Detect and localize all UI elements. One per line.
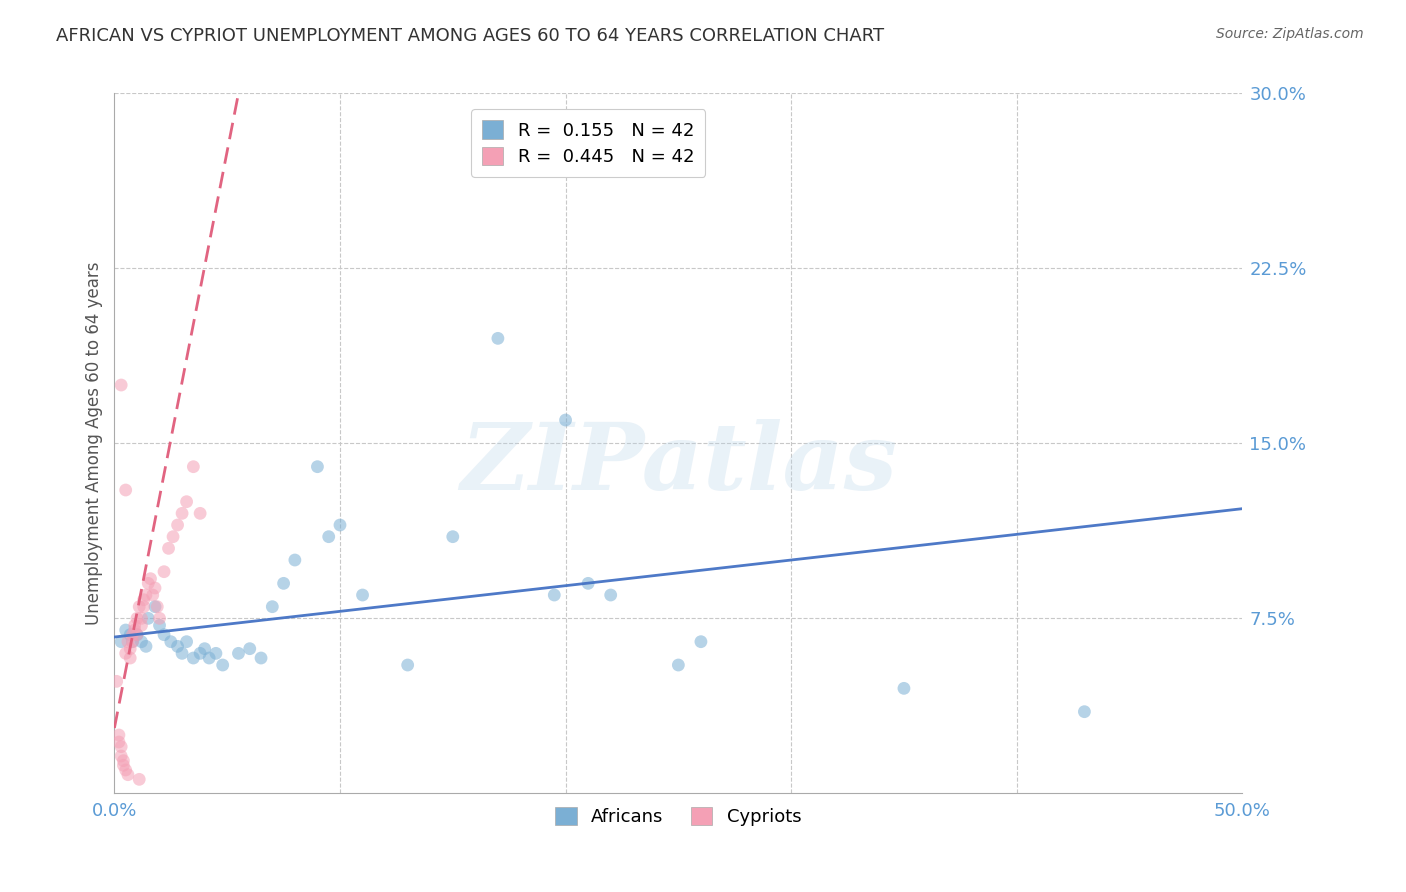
Point (110, 378, 132, 392)
Point (318, 530, 340, 544)
Point (576, 576, 599, 591)
Point (139, 572, 162, 586)
Point (543, 588, 565, 602)
Point (136, 576, 159, 591)
Point (166, 640, 188, 654)
Point (148, 611, 170, 625)
Point (114, 483, 136, 497)
Point (172, 646, 194, 660)
Point (396, 658, 419, 673)
Point (188, 646, 211, 660)
Point (131, 634, 153, 648)
Point (135, 588, 157, 602)
Point (157, 541, 180, 556)
Point (108, 728, 131, 742)
Point (108, 735, 131, 749)
Point (153, 565, 176, 579)
Point (117, 634, 139, 648)
Point (110, 739, 132, 754)
Point (131, 611, 153, 625)
Point (159, 634, 181, 648)
Point (176, 494, 198, 508)
Point (125, 611, 148, 625)
Point (166, 518, 188, 533)
Point (599, 588, 621, 602)
Point (148, 618, 170, 632)
Point (441, 530, 464, 544)
Point (125, 628, 148, 642)
Point (105, 674, 128, 689)
Point (132, 592, 155, 607)
Point (120, 628, 142, 642)
Point (228, 646, 250, 660)
Point (136, 611, 159, 625)
Text: ZIPatlas: ZIPatlas (460, 419, 897, 509)
Point (128, 599, 150, 614)
Point (125, 628, 148, 642)
Point (112, 754, 135, 768)
Point (284, 553, 307, 567)
Point (205, 646, 228, 660)
Point (666, 658, 689, 673)
Point (329, 518, 352, 533)
Point (110, 749, 132, 764)
Point (117, 767, 139, 781)
Point (239, 641, 262, 656)
Point (262, 599, 284, 614)
Point (352, 588, 374, 602)
Point (132, 599, 155, 614)
Point (250, 651, 273, 665)
Point (183, 651, 205, 665)
Point (183, 459, 205, 474)
Legend: Africans, Cypriots: Africans, Cypriots (548, 799, 808, 833)
Point (146, 599, 169, 614)
Point (143, 599, 166, 614)
Point (110, 634, 132, 648)
Point (114, 763, 136, 777)
Point (176, 634, 198, 648)
Y-axis label: Unemployment Among Ages 60 to 64 years: Unemployment Among Ages 60 to 64 years (86, 261, 103, 625)
Point (120, 651, 142, 665)
Point (554, 413, 576, 427)
Point (128, 772, 150, 787)
Text: Source: ZipAtlas.com: Source: ZipAtlas.com (1216, 27, 1364, 41)
Point (893, 681, 915, 696)
Point (114, 623, 136, 637)
Point (135, 640, 157, 654)
Point (120, 641, 142, 656)
Point (124, 618, 146, 632)
Point (198, 651, 221, 665)
Point (143, 581, 166, 595)
Point (112, 758, 135, 772)
Point (486, 331, 509, 345)
Point (172, 507, 194, 521)
Point (273, 576, 295, 591)
Point (124, 623, 146, 637)
Point (142, 588, 165, 602)
Point (121, 634, 143, 648)
Point (188, 507, 211, 521)
Point (114, 646, 136, 660)
Point (1073, 705, 1095, 719)
Point (162, 530, 184, 544)
Point (131, 618, 153, 632)
Point (307, 459, 329, 474)
Point (194, 641, 217, 656)
Point (153, 628, 176, 642)
Point (211, 658, 233, 673)
Text: AFRICAN VS CYPRIOT UNEMPLOYMENT AMONG AGES 60 TO 64 YEARS CORRELATION CHART: AFRICAN VS CYPRIOT UNEMPLOYMENT AMONG AG… (56, 27, 884, 45)
Point (690, 634, 713, 648)
Point (121, 634, 143, 648)
Point (121, 628, 143, 642)
